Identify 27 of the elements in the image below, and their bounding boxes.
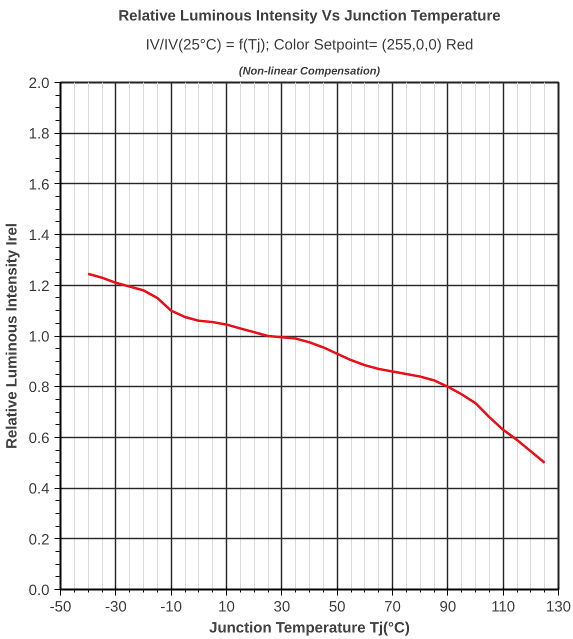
y-tick-label: 0.4: [28, 480, 50, 498]
y-tick-label: 0.0: [28, 582, 50, 599]
y-tick-label: 2.0: [28, 75, 50, 92]
y-tick-label: 0.6: [28, 430, 50, 447]
line-series: [86, 272, 546, 464]
x-tick-label: 110: [491, 598, 516, 616]
x-tick-label: 90: [439, 598, 456, 616]
x-tick-label: 50: [328, 598, 346, 616]
x-tick-label: 10: [218, 598, 235, 616]
x-tick-label: 70: [384, 598, 401, 616]
y-tick-label: 0.2: [28, 531, 50, 548]
x-tick-label: 30: [273, 598, 290, 616]
y-tick-label: 1.2: [28, 278, 50, 295]
x-tick-label: 130: [546, 598, 572, 616]
y-tick-label: 0.8: [28, 379, 50, 396]
y-tick-label: 1.4: [28, 227, 50, 244]
x-tick-label: -50: [50, 598, 72, 616]
y-tick-label: 1.0: [28, 328, 50, 346]
y-tick-label: 1.8: [28, 126, 50, 143]
x-tick-label: -30: [104, 598, 127, 616]
chart-subtitle: IV/IV(25°C) = f(Tj); Color Setpoint= (255,0,0) Red: [146, 36, 474, 54]
x-axis-title: Junction Temperature Tj(°C): [209, 620, 410, 636]
text: (Non-linear Compensation): [238, 66, 380, 78]
x-tick-label: -10: [160, 598, 182, 616]
y-tick-label: 1.6: [28, 176, 50, 194]
chart-title: Relative Luminous Intensity Vs Junction Temperature: [118, 8, 501, 24]
y-axis-title: Relative Luminous Intensity Irel: [4, 223, 21, 449]
